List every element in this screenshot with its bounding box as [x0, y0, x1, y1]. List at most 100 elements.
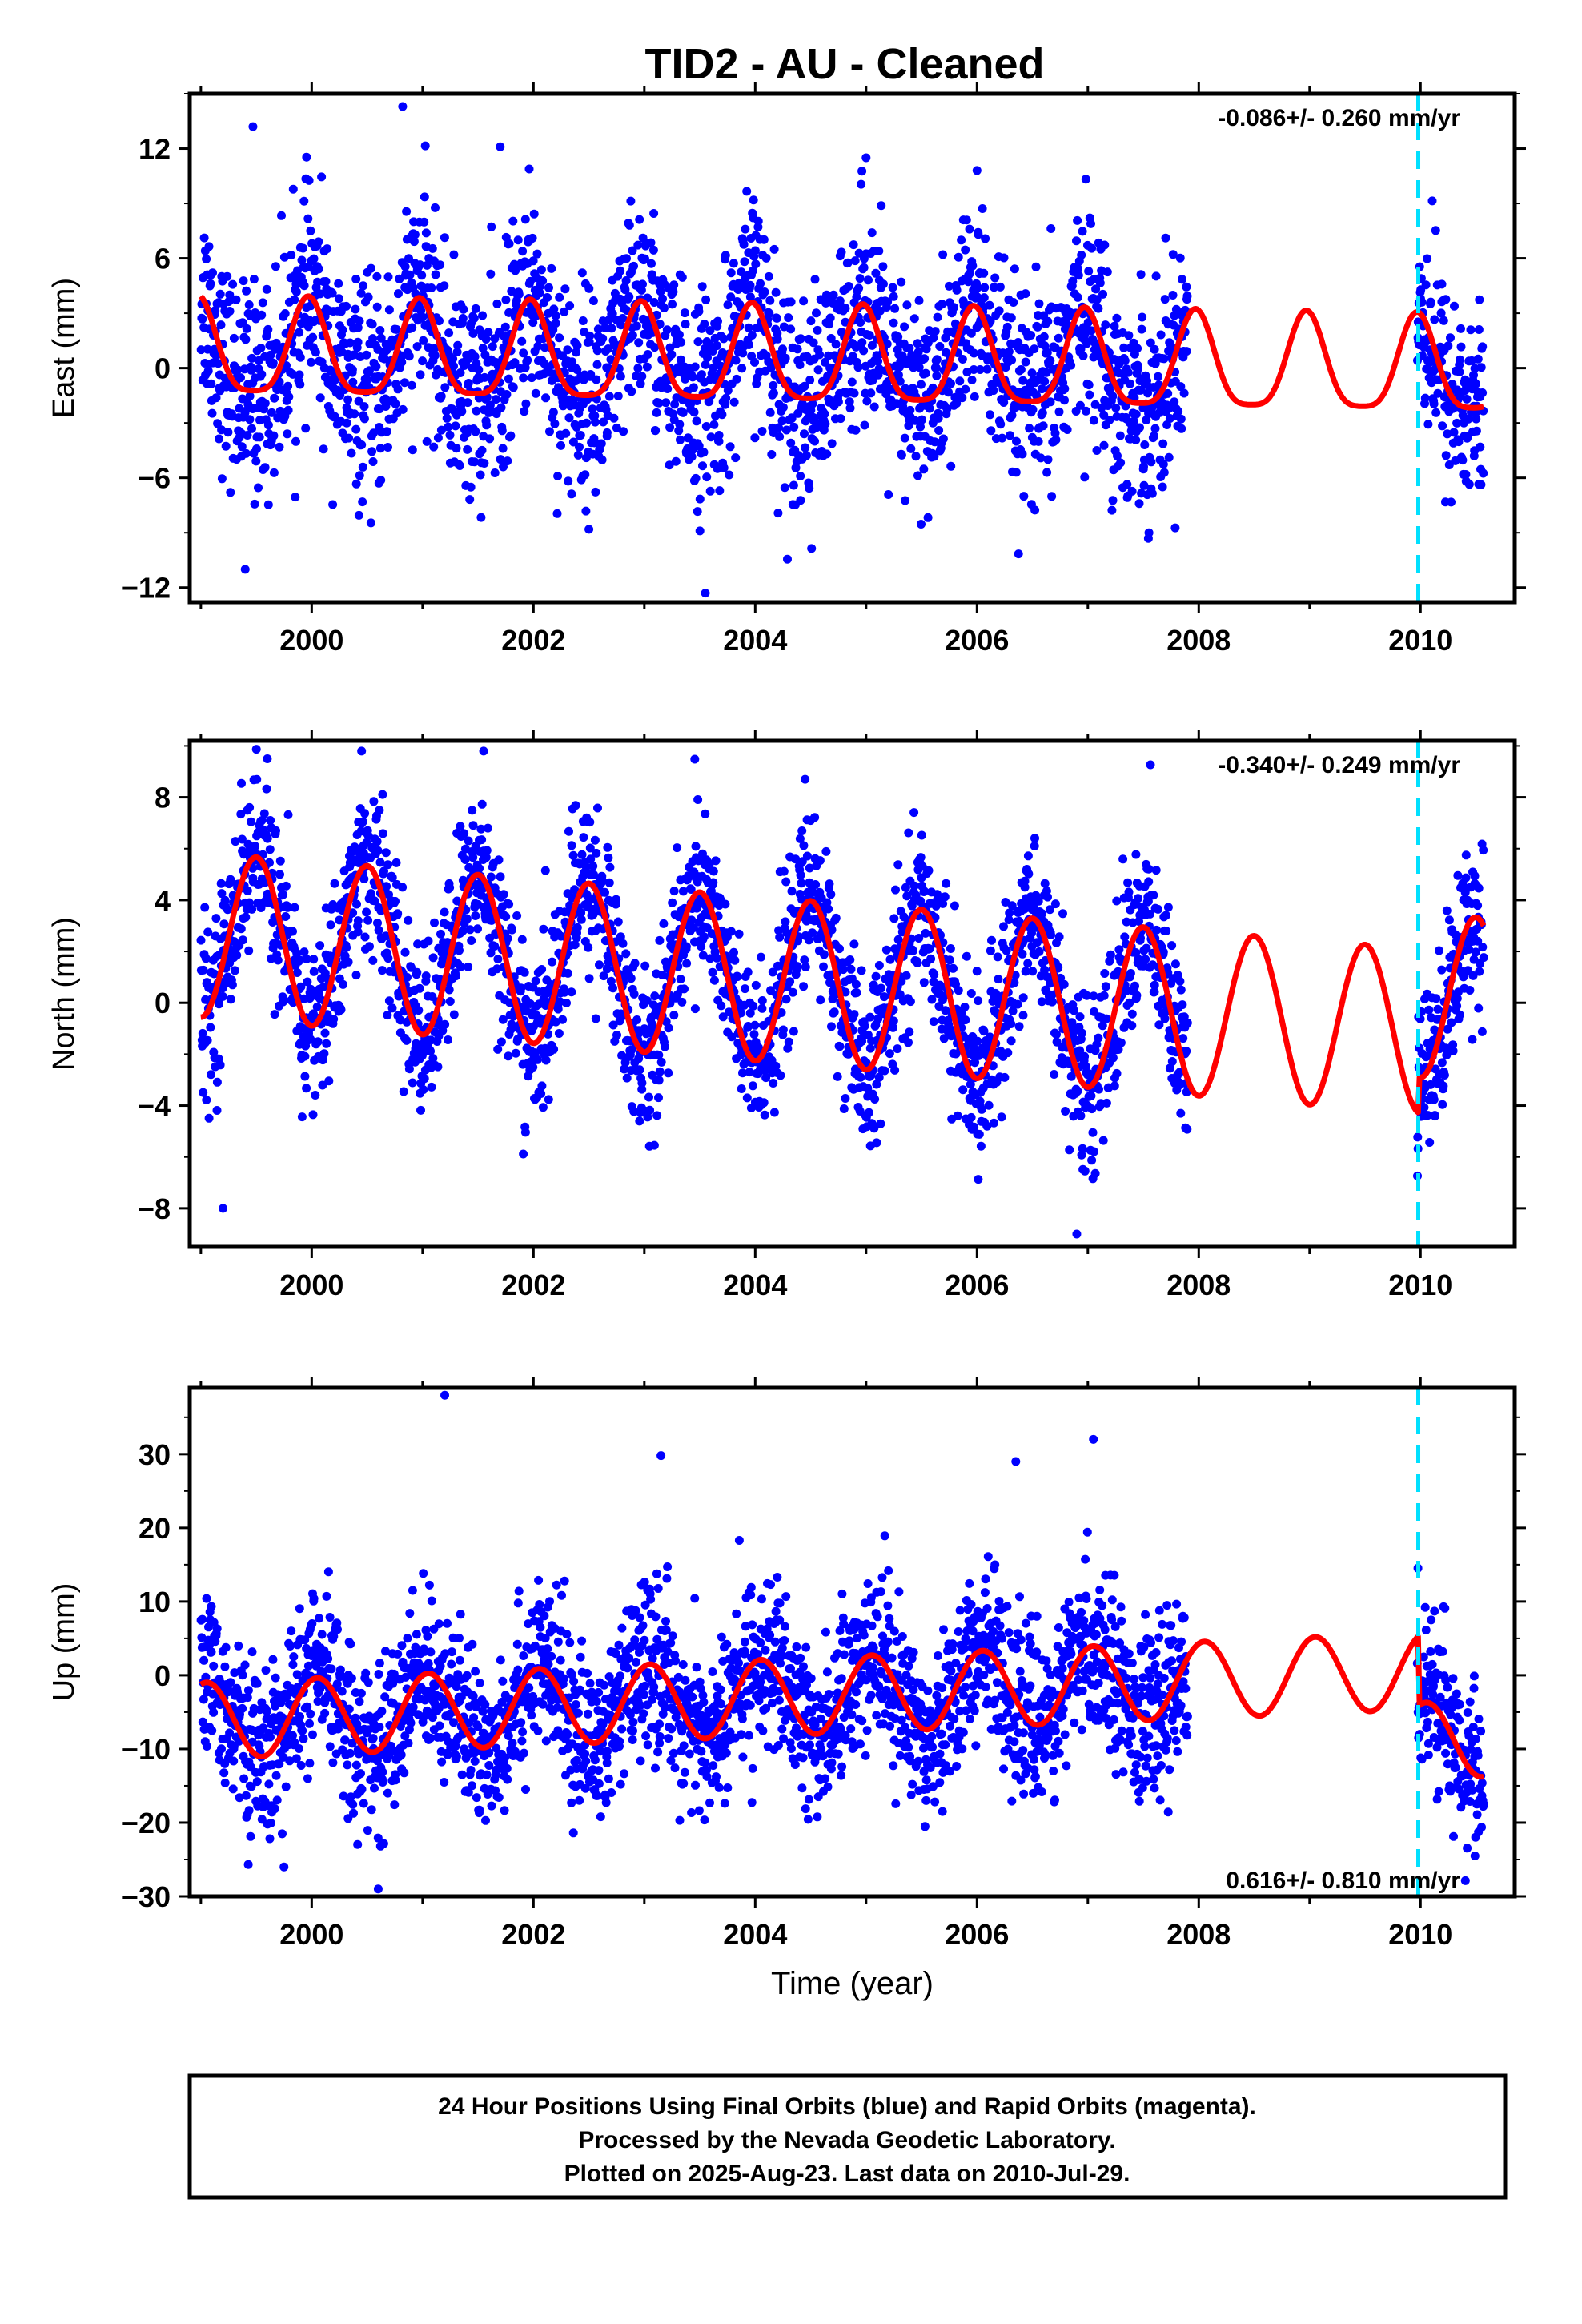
data-point: [210, 969, 219, 979]
data-point: [1456, 355, 1464, 364]
data-point: [296, 982, 306, 991]
data-point: [223, 271, 232, 281]
data-point: [970, 1122, 979, 1132]
data-point: [598, 876, 607, 886]
data-point: [468, 328, 478, 338]
data-point: [1074, 271, 1083, 280]
data-point: [478, 311, 488, 320]
data-point: [966, 1112, 976, 1122]
data-point: [359, 281, 368, 291]
data-point: [864, 1108, 873, 1117]
data-point: [221, 441, 231, 451]
data-point: [532, 249, 542, 259]
data-point: [1040, 879, 1050, 888]
data-point: [1127, 1009, 1137, 1019]
data-point: [993, 952, 1002, 962]
data-point: [799, 982, 809, 991]
data-point: [300, 1051, 310, 1061]
data-point: [607, 324, 616, 333]
data-point: [731, 453, 741, 463]
data-point: [1019, 492, 1029, 501]
data-point: [869, 1124, 879, 1133]
data-point: [888, 283, 897, 292]
data-point: [265, 858, 274, 867]
data-point: [464, 379, 473, 388]
data-point: [480, 459, 489, 468]
data-point: [442, 413, 452, 423]
data-point: [781, 353, 790, 363]
data-point: [422, 436, 432, 446]
data-point: [1005, 908, 1014, 918]
data-point: [766, 364, 776, 373]
data-point: [314, 264, 323, 274]
data-point: [314, 237, 323, 247]
data-point: [453, 340, 463, 350]
north-plot-area: [196, 741, 1488, 1247]
data-point: [709, 878, 718, 887]
data-point: [1007, 356, 1017, 365]
data-point: [1105, 956, 1114, 966]
data-point: [1114, 1045, 1123, 1054]
data-point: [1062, 425, 1072, 434]
data-point: [709, 420, 719, 429]
data-point: [916, 422, 925, 432]
data-point: [211, 306, 220, 316]
data-point: [367, 447, 377, 456]
data-point: [962, 951, 971, 961]
data-point: [1082, 406, 1090, 416]
data-point: [1085, 390, 1094, 400]
data-point: [367, 263, 375, 273]
data-point: [863, 1084, 873, 1093]
data-point: [519, 1149, 528, 1159]
data-point: [402, 207, 412, 216]
data-point: [1054, 932, 1064, 942]
data-point: [279, 252, 289, 262]
data-point: [506, 431, 516, 440]
data-point: [938, 300, 947, 309]
data-point: [889, 292, 898, 301]
data-point: [463, 444, 472, 454]
data-point: [875, 306, 885, 316]
data-point: [275, 442, 284, 452]
data-point: [433, 1062, 443, 1072]
data-point: [1123, 878, 1133, 887]
data-point: [719, 334, 729, 344]
data-point: [677, 337, 686, 347]
data-point: [745, 1068, 754, 1077]
data-point: [545, 427, 554, 436]
data-point: [650, 343, 660, 352]
data-point: [1021, 357, 1030, 367]
data-point: [1154, 372, 1162, 381]
data-point: [977, 1104, 986, 1114]
data-point: [242, 286, 251, 296]
outlier-point: [240, 565, 250, 574]
data-point: [1471, 379, 1480, 388]
data-point: [517, 935, 527, 944]
data-point: [247, 365, 256, 375]
data-point: [809, 338, 818, 348]
data-point: [857, 966, 866, 975]
data-point: [299, 196, 309, 206]
data-point: [1068, 276, 1078, 286]
data-point: [404, 254, 413, 263]
data-point: [1016, 365, 1026, 374]
data-point: [279, 890, 288, 899]
data-point: [257, 370, 267, 379]
data-point: [1431, 408, 1441, 417]
data-point: [1074, 264, 1082, 274]
data-point: [400, 947, 410, 957]
data-point: [665, 343, 675, 352]
data-point: [796, 472, 805, 480]
data-point: [368, 457, 378, 466]
data-point: [373, 344, 383, 354]
data-point: [330, 879, 339, 888]
data-point: [1144, 528, 1154, 537]
data-point: [1054, 407, 1064, 416]
data-point: [629, 989, 639, 999]
data-point: [997, 1112, 1006, 1122]
data-point: [571, 801, 580, 810]
data-point: [405, 270, 415, 279]
data-point: [330, 412, 339, 421]
data-point: [241, 912, 251, 922]
